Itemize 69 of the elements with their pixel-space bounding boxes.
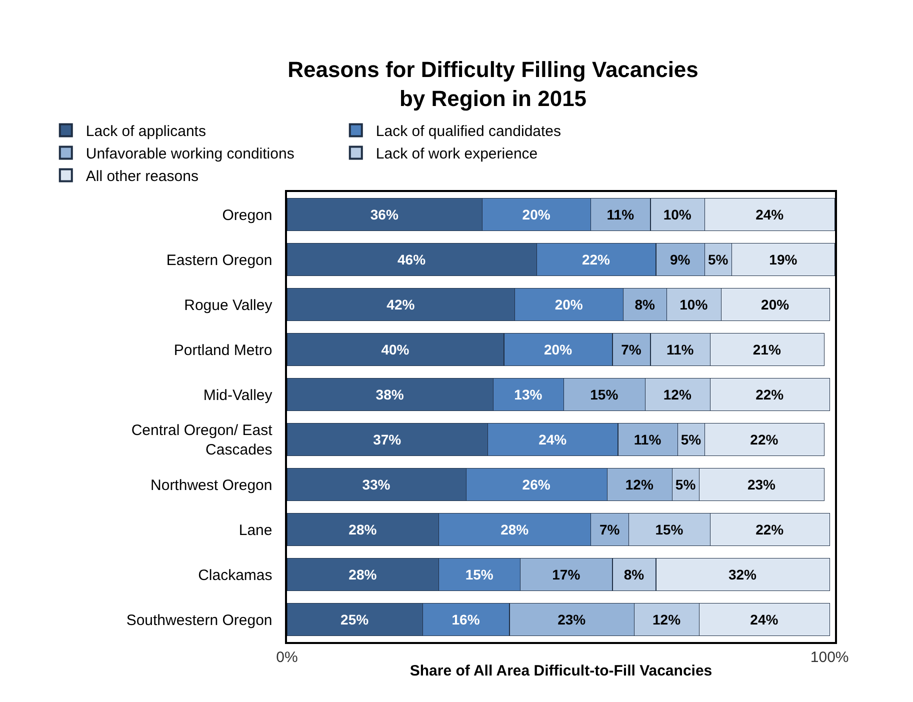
data-label: 10% (680, 296, 708, 312)
data-label: 23% (558, 612, 586, 628)
x-axis-title: Share of All Area Difficult-to-Fill Vacancies (410, 662, 712, 680)
data-label: 28% (500, 522, 530, 538)
data-label: 5% (675, 476, 696, 492)
data-label: 16% (452, 612, 480, 628)
data-label: 24% (538, 432, 568, 448)
data-label: 7% (621, 342, 642, 358)
y-tick-label: Portland Metro (174, 342, 272, 359)
data-label: 15% (655, 522, 684, 538)
data-label: 33% (362, 476, 391, 492)
legend-label: Lack of work experience (376, 146, 538, 163)
data-label: 20% (544, 342, 573, 358)
data-label: 22% (756, 522, 784, 538)
y-tick-label: Clackamas (198, 566, 272, 584)
y-tick-label: Mid-Valley (203, 386, 273, 404)
data-label: 15% (465, 566, 494, 582)
data-label: 20% (761, 296, 790, 312)
data-label: 8% (624, 566, 645, 582)
data-label: 38% (376, 386, 404, 402)
data-label: 13% (514, 386, 543, 402)
x-tick-label: 100% (810, 648, 849, 666)
data-label: 26% (522, 476, 551, 492)
data-label: 32% (728, 566, 758, 582)
data-label: 28% (348, 566, 378, 582)
data-label: 24% (750, 612, 779, 628)
data-label: 17% (552, 566, 581, 582)
data-label: 8% (634, 296, 656, 312)
y-tick-label: Northwest Oregon (150, 476, 272, 494)
data-label: 10% (663, 206, 692, 222)
data-label: 5% (680, 432, 702, 448)
y-tick-label: Southwestern Oregon (126, 612, 272, 629)
data-label: 12% (652, 612, 682, 628)
data-label: 11% (606, 206, 635, 222)
legend-label: Unfavorable working conditions (86, 146, 294, 163)
y-tick-label: Rogue Valley (184, 296, 273, 314)
x-tick-label: 0% (276, 648, 298, 666)
legend-label: Lack of applicants (86, 123, 206, 140)
data-label: 5% (708, 252, 729, 268)
data-label: 40% (381, 342, 410, 358)
data-label: 19% (769, 252, 798, 268)
data-label: 12% (625, 476, 654, 492)
legend-label: Lack of qualified candidates (376, 123, 562, 140)
data-label: 11% (666, 342, 694, 358)
y-tick-label: Central Oregon/ East Cascades (131, 422, 274, 458)
y-tick-label: Eastern Oregon (166, 252, 272, 269)
data-label: 7% (599, 522, 620, 538)
data-label: 42% (386, 296, 416, 312)
y-tick-label: Lane (238, 522, 272, 539)
data-label: 12% (663, 386, 692, 402)
data-label: 36% (370, 206, 399, 222)
data-label: 23% (747, 476, 776, 492)
data-label: 20% (522, 206, 551, 222)
legend-label: All other reasons (86, 168, 198, 186)
data-label: 22% (756, 386, 784, 402)
data-label: 24% (756, 206, 784, 222)
data-label: 37% (373, 432, 402, 448)
chart-title: Reasons for Difficulty Filling Vacancies by Region in 2015 (288, 57, 698, 111)
y-tick-label: Oregon (222, 206, 272, 224)
data-label: 28% (348, 522, 378, 538)
data-label: 11% (634, 432, 662, 448)
data-label: 9% (670, 252, 691, 268)
data-label: 22% (750, 432, 779, 448)
data-label: 46% (398, 252, 426, 268)
data-label: 22% (582, 252, 611, 268)
data-label: 21% (752, 342, 782, 358)
data-label: 25% (340, 612, 370, 628)
data-label: 15% (590, 386, 619, 402)
data-label: 20% (554, 296, 584, 312)
